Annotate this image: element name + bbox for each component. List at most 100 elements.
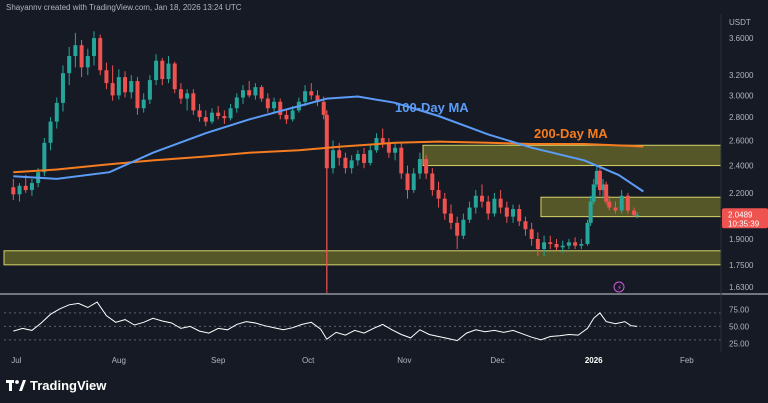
candle-body <box>411 173 416 191</box>
candle-body <box>60 73 65 103</box>
candle-body <box>486 201 491 214</box>
price-tick-label: 2.6000 <box>729 136 754 145</box>
candle-body <box>625 195 630 211</box>
candle-body <box>154 60 159 81</box>
time-tick-label: Aug <box>112 356 126 365</box>
candle-body <box>272 101 277 109</box>
candle-body <box>178 89 183 99</box>
candle-body <box>573 242 578 246</box>
rsi-tick-label: 75.00 <box>729 306 750 315</box>
candle-body <box>585 222 590 244</box>
candle-body <box>635 215 640 217</box>
candle-body <box>85 56 90 68</box>
candle-body <box>23 185 28 191</box>
candle-body <box>529 229 534 239</box>
time-tick-label: Jul <box>11 356 21 365</box>
time-tick-label: Nov <box>397 356 411 365</box>
last-price-value: 2.0489 <box>728 210 753 219</box>
candle-body <box>209 112 214 122</box>
candle-body <box>548 242 553 244</box>
candle-body <box>303 91 308 102</box>
candle-body <box>222 115 227 119</box>
price-tick-label: 1.7500 <box>729 261 754 270</box>
candle-body <box>265 98 270 109</box>
ma200-line <box>13 140 644 174</box>
candle-body <box>92 38 97 57</box>
candle-body <box>73 45 78 57</box>
candle-body <box>172 63 177 90</box>
support-resistance-zone <box>540 196 722 218</box>
time-tick-label: 2026 <box>585 356 603 365</box>
candle-body <box>442 198 447 214</box>
candle-body <box>98 38 103 71</box>
moving-average-layer: 100-Day MA 200-Day MA ⚡ <box>13 95 644 293</box>
candle-body <box>461 219 466 236</box>
candle-body <box>321 101 326 115</box>
candle-body <box>455 222 460 236</box>
candle-body <box>110 83 115 96</box>
candle-body <box>147 80 152 100</box>
candle-body <box>79 45 84 68</box>
candle-body <box>517 209 522 222</box>
candle-body <box>29 183 34 191</box>
candle-body <box>405 173 410 191</box>
candle-body <box>492 198 497 214</box>
lightning-icon: ⚡ <box>617 284 622 292</box>
candle-body <box>191 93 196 111</box>
candle-body <box>511 209 516 217</box>
price-tick-label: 2.2000 <box>729 189 754 198</box>
price-tick-label: 3.6000 <box>729 34 754 43</box>
price-tick-label: 1.9000 <box>729 235 754 244</box>
candle-body <box>607 201 612 208</box>
candle-body <box>11 187 16 195</box>
ma100-line <box>13 95 644 193</box>
candle-body <box>362 153 367 163</box>
candle-body <box>594 170 599 185</box>
candle-body <box>135 81 140 109</box>
candle-body <box>290 110 295 120</box>
last-price-badge <box>722 208 768 229</box>
candle-body <box>597 170 602 191</box>
candle-body <box>234 97 239 109</box>
candle-body <box>601 184 606 191</box>
candle-body <box>324 114 329 169</box>
candle-body <box>380 137 385 143</box>
candle-body <box>368 150 373 163</box>
axis-layer: USDT 3.6000 3.2000 3.0000 2.8000 2.6000 2.4000… <box>0 14 768 365</box>
candle-body <box>185 93 190 99</box>
candle-body <box>591 184 596 202</box>
candle-body <box>554 243 559 248</box>
candle-body <box>535 238 540 250</box>
candle-body <box>253 87 258 96</box>
candle-body <box>619 195 624 211</box>
price-tick-label: 3.2000 <box>729 71 754 80</box>
candle-body <box>417 159 422 174</box>
candle-body <box>436 190 441 199</box>
time-tick-label: Oct <box>302 356 315 365</box>
candle-body <box>430 173 435 191</box>
candle-body <box>399 147 404 174</box>
candle-body <box>424 159 429 174</box>
chart-attribution: Shayannv created with TradingView.com, J… <box>6 3 242 12</box>
candle-body <box>123 77 128 93</box>
candle-body <box>343 157 348 169</box>
rsi-line <box>13 301 638 342</box>
candle-layer <box>11 31 640 293</box>
support-resistance-zone <box>422 144 722 167</box>
candle-body <box>141 99 146 109</box>
tradingview-logo-icon <box>6 379 26 391</box>
candle-body <box>504 207 509 217</box>
candle-body <box>129 81 134 93</box>
candle-body <box>467 207 472 220</box>
candle-body <box>632 210 637 216</box>
candle-body <box>579 243 584 246</box>
candle-body <box>67 56 72 74</box>
candle-body <box>247 90 252 96</box>
ma100-label: 100-Day MA <box>395 100 469 115</box>
candle-body <box>560 245 565 248</box>
tradingview-brand[interactable]: TradingView <box>6 378 106 393</box>
candle-body <box>523 221 528 230</box>
price-tick-label: 1.6300 <box>729 283 754 292</box>
price-tick-label: 3.0000 <box>729 91 754 100</box>
